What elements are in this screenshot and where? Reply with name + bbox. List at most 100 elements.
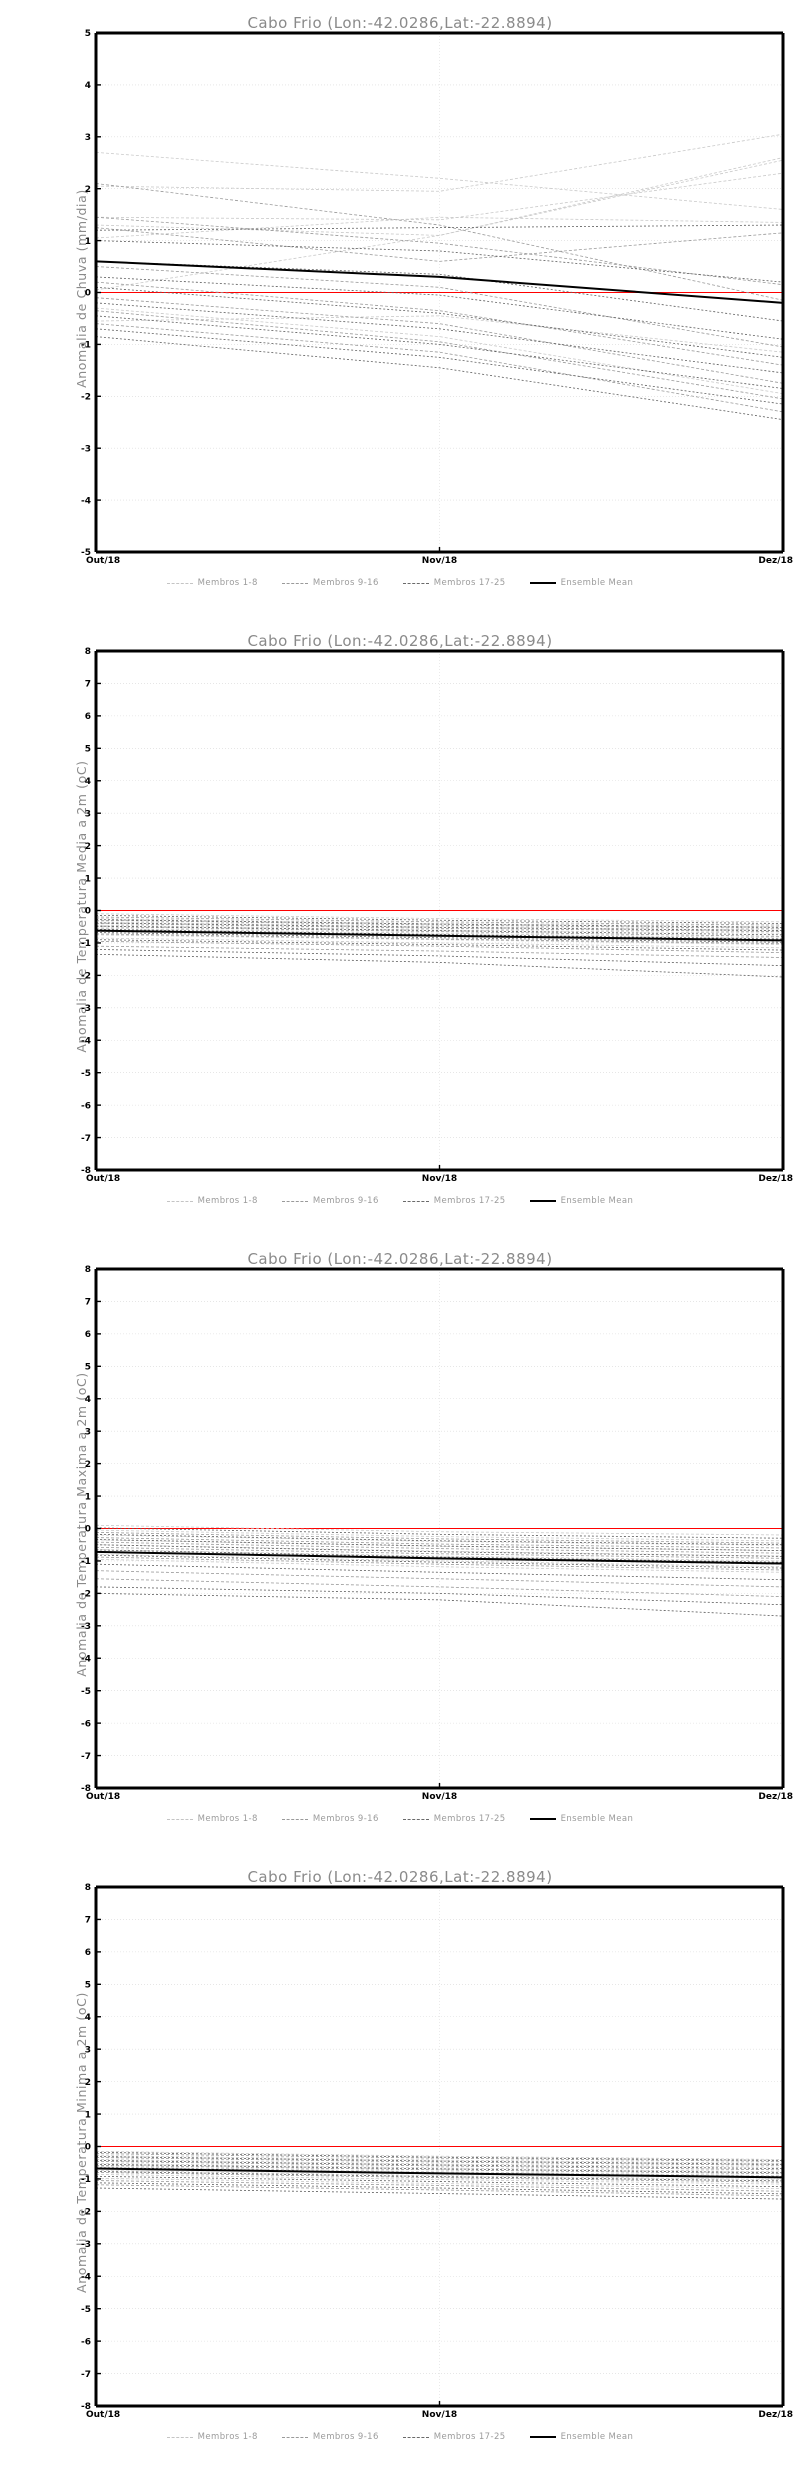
chart-panel: Cabo Frio (Lon:-42.0286,Lat:-22.8894) Ano… [0,618,800,1236]
member-line [95,913,784,923]
x-tick-label: Dez/18 [758,556,793,566]
legend-item[interactable]: Membros 1-8 [166,1196,258,1207]
legend-item[interactable]: Membros 1-8 [166,2432,258,2443]
legend-swatch-icon [166,2436,193,2438]
legend-item[interactable]: Ensemble Mean [529,1814,634,1825]
x-tick-label: Dez/18 [758,1792,793,1802]
chart-title: Cabo Frio (Lon:-42.0286,Lat:-22.8894) [247,14,553,32]
y-tick-label: 6 [85,712,91,722]
legend-swatch-icon [529,582,556,584]
member-line [95,919,784,929]
legend-label: Ensemble Mean [560,578,634,588]
y-tick-label: -3 [81,1622,91,1632]
y-tick-label: 3 [85,1427,91,1437]
y-tick-label: -3 [81,1004,91,1014]
member-line [95,1586,784,1606]
ensemble-mean-line [95,1550,784,1565]
member-line [95,1558,784,1573]
y-tick-label: -2 [81,393,91,403]
legend-item[interactable]: Membros 9-16 [281,578,379,589]
y-tick-label: -3 [81,444,91,454]
y-tick-label: -4 [81,1654,91,1664]
y-tick-label: -4 [81,496,91,506]
legend-label: Membros 1-8 [197,1196,258,1206]
y-tick-label: 1 [85,1492,91,1502]
member-line [95,297,784,384]
legend-item[interactable]: Membros 17-25 [402,1196,506,1207]
member-line [95,2161,784,2171]
y-tick-label: -6 [81,2337,91,2347]
member-line [95,916,784,926]
legend-item[interactable]: Membros 9-16 [281,2432,379,2443]
legend-item[interactable]: Membros 1-8 [166,1814,258,1825]
legend-item[interactable]: Membros 1-8 [166,578,258,589]
member-line [95,1570,784,1588]
legend-item[interactable]: Ensemble Mean [529,578,634,589]
member-line [95,2157,784,2166]
ensemble-mean-line [95,2167,784,2179]
member-line [95,336,784,421]
member-line [95,2172,784,2183]
member-line [95,921,784,931]
y-tick-label: 6 [85,1330,91,1340]
legend-swatch-icon [402,1200,429,1202]
y-tick-label: 4 [85,2013,91,2023]
legend-label: Membros 1-8 [197,1814,258,1824]
legend-item[interactable]: Ensemble Mean [529,1196,634,1207]
member-line [95,928,784,940]
member-line [95,2151,784,2161]
legend-item[interactable]: Ensemble Mean [529,2432,634,2443]
y-tick-label: -8 [81,1166,91,1176]
chart-panel: Cabo Frio (Lon:-42.0286,Lat:-22.8894) Ano… [0,1854,800,2472]
y-tick-label: 2 [85,842,91,852]
legend-item[interactable]: Membros 17-25 [402,1814,506,1825]
member-line [95,216,784,286]
legend-label: Membros 1-8 [197,578,258,588]
y-tick-label: 4 [85,81,91,91]
y-tick-label: -5 [81,1069,91,1079]
member-line [95,2162,784,2173]
member-line [95,1541,784,1554]
y-tick-label: -1 [81,939,91,949]
y-tick-label: 7 [85,1916,91,1926]
y-tick-label: 0 [85,1525,91,1535]
member-line [95,1537,784,1549]
legend-label: Membros 17-25 [433,1814,506,1824]
y-tick-label: 1 [85,237,91,247]
legend-item[interactable]: Membros 17-25 [402,578,506,589]
member-line [95,328,784,405]
legend-swatch-icon [166,1818,193,1820]
member-line [95,224,784,231]
legend-item[interactable]: Membros 17-25 [402,2432,506,2443]
member-line [95,227,784,262]
y-tick-label: 8 [85,1883,91,1893]
x-tick-label: Nov/18 [422,2410,457,2420]
member-line [95,159,784,291]
legend-label: Membros 9-16 [312,1814,379,1824]
member-line [95,934,784,945]
y-tick-label: 7 [85,1298,91,1308]
member-line [95,2184,784,2197]
member-line [95,926,784,937]
y-tick-label: -1 [81,341,91,351]
legend-item[interactable]: Membros 9-16 [281,1196,379,1207]
ensemble-mean-line [95,929,784,942]
member-line [95,2160,784,2169]
member-line [95,922,784,932]
member-line [95,2173,784,2185]
legend-swatch-icon [166,1200,193,1202]
legend-item[interactable]: Membros 9-16 [281,1814,379,1825]
member-line [95,940,784,954]
member-line [95,1524,784,1536]
y-tick-label: 5 [85,29,91,39]
x-tick-label: Nov/18 [422,1174,457,1184]
member-line [95,1527,784,1539]
member-line [95,932,784,943]
legend-swatch-icon [166,582,193,584]
member-line [95,266,784,348]
y-tick-label: 5 [85,1363,91,1373]
y-tick-label: -4 [81,2272,91,2282]
